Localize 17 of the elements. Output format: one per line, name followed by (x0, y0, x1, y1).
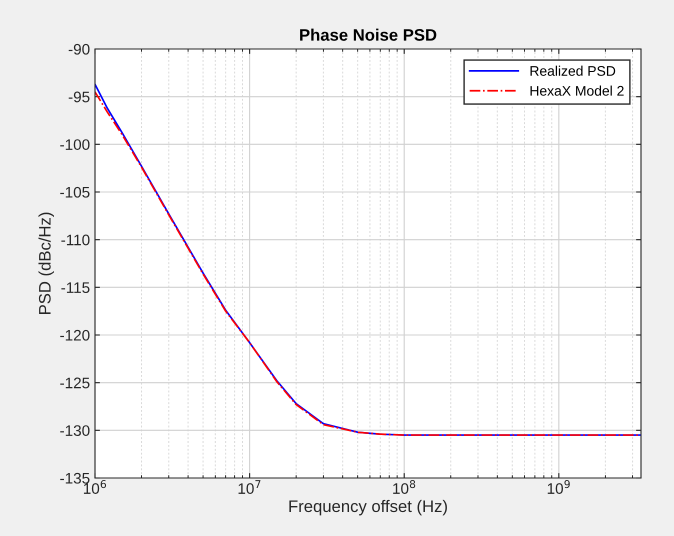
x-tick-label: 10$^{9}$ (548, 480, 570, 494)
legend-label: HexaX Model 2 (530, 86, 624, 96)
y-axis-title: PSD (dBc/Hz) (38, 212, 54, 314)
y-tick-label: -120 (60, 330, 90, 341)
y-tick-label: -95 (68, 92, 90, 102)
x-tick-label: 10$^{7}$ (238, 480, 260, 494)
x-tick-label: 10$^{8}$ (393, 480, 416, 494)
y-tick-label: -90 (68, 44, 90, 55)
y-tick-label: -110 (61, 234, 90, 246)
y-tick-label: -130 (60, 425, 90, 436)
y-tick-label: -125 (60, 378, 90, 388)
x-axis-title: Frequency offset (Hz) (289, 500, 447, 516)
y-tick-label: -105 (60, 186, 90, 198)
legend-label: Realized PSD (530, 66, 616, 76)
chart-title: Phase Noise PSD (300, 28, 436, 41)
y-tick-label: -100 (60, 139, 90, 150)
y-tick-label: -115 (61, 282, 90, 294)
